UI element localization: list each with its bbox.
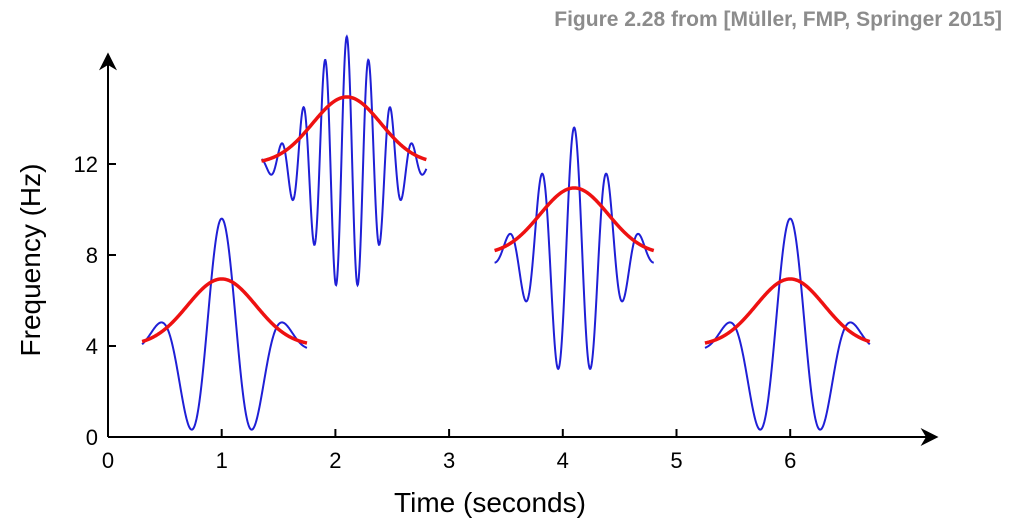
- atom-wave-line: [704, 217, 871, 431]
- atom-wave-line: [260, 34, 428, 288]
- x-tick-label: 3: [443, 448, 455, 473]
- y-tick-label: 0: [86, 425, 98, 450]
- y-tick-label: 4: [86, 334, 98, 359]
- x-tick-label: 5: [670, 448, 682, 473]
- x-axis-title: Time (seconds): [394, 487, 586, 518]
- x-tick-label: 4: [557, 448, 569, 473]
- y-tick-label: 12: [74, 152, 98, 177]
- x-tick-label: 6: [784, 448, 796, 473]
- y-tick-label: 8: [86, 243, 98, 268]
- figure-credit: Figure 2.28 from [Müller, FMP, Springer …: [554, 8, 1002, 31]
- x-tick-label: 2: [329, 448, 341, 473]
- atom-envelope-line: [494, 186, 655, 253]
- atoms-layer: [141, 34, 871, 431]
- atom-wave-line: [141, 217, 308, 431]
- x-tick-label: 0: [102, 448, 114, 473]
- atom-wave-line: [494, 126, 654, 371]
- atom-envelope-line: [261, 95, 427, 163]
- atom-envelope-line: [704, 277, 871, 345]
- x-tick-label: 1: [216, 448, 228, 473]
- y-axis-title: Frequency (Hz): [15, 164, 46, 357]
- atom-envelope-line: [141, 277, 308, 345]
